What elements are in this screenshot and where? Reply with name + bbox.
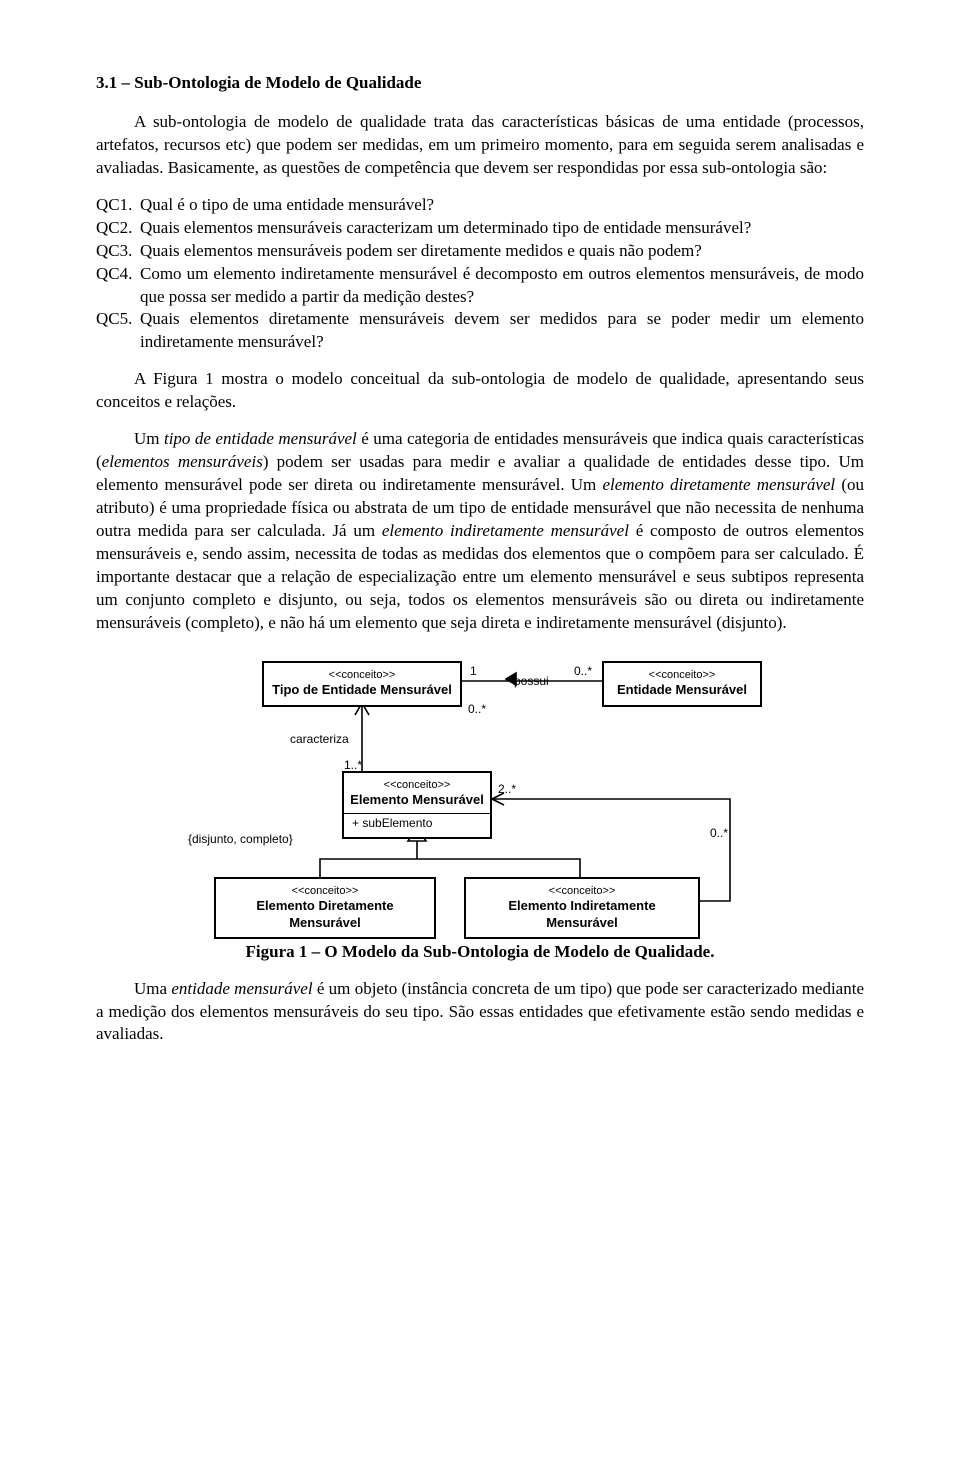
- italic-term: elemento indiretamente mensurável: [382, 521, 629, 540]
- qc-label: QC3.: [96, 240, 140, 263]
- uml-class-eind: <<conceito>>Elemento Indiretamente Mensu…: [464, 877, 700, 939]
- uml-stereotype: <<conceito>>: [350, 779, 484, 793]
- list-item: QC2. Quais elementos mensuráveis caracte…: [96, 217, 864, 240]
- italic-term: tipo de entidade mensurável: [164, 429, 357, 448]
- uml-class-name: Elemento Indiretamente Mensurável: [472, 898, 692, 931]
- uml-class-ent: <<conceito>>Entidade Mensurável: [602, 661, 762, 707]
- uml-class-name: Tipo de Entidade Mensurável: [270, 682, 454, 698]
- paragraph-definitions: Um tipo de entidade mensurável é uma cat…: [96, 428, 864, 634]
- qc-text: Qual é o tipo de uma entidade mensurável…: [140, 194, 864, 217]
- uml-stereotype: <<conceito>>: [222, 885, 428, 899]
- uml-class-edir: <<conceito>>Elemento Diretamente Mensurá…: [214, 877, 436, 939]
- uml-class-diagram: <<conceito>>Tipo de Entidade Mensurável<…: [170, 653, 790, 933]
- uml-label-caracteriza: caracteriza: [290, 731, 349, 747]
- figure-1: <<conceito>>Tipo de Entidade Mensurável<…: [96, 653, 864, 933]
- section-heading: 3.1 – Sub-Ontologia de Modelo de Qualida…: [96, 72, 864, 95]
- uml-stereotype: <<conceito>>: [610, 669, 754, 683]
- uml-label-constraint: {disjunto, completo}: [188, 831, 293, 847]
- uml-class-name: Elemento Mensurável: [350, 792, 484, 808]
- qc-label: QC1.: [96, 194, 140, 217]
- italic-term: elementos mensuráveis: [102, 452, 263, 471]
- list-item: QC4. Como um elemento indiretamente mens…: [96, 263, 864, 309]
- uml-label-possui: possui: [514, 673, 549, 689]
- qc-label: QC4.: [96, 263, 140, 309]
- competency-questions-list: QC1. Qual é o tipo de uma entidade mensu…: [96, 194, 864, 355]
- uml-label-m_one: 1: [470, 663, 477, 679]
- uml-label-m_0s_below: 0..*: [468, 701, 486, 717]
- paragraph-fig-intro: A Figura 1 mostra o modelo conceitual da…: [96, 368, 864, 414]
- paragraph-closing: Uma entidade mensurável é um objeto (ins…: [96, 978, 864, 1047]
- italic-term: elemento diretamente mensurável: [602, 475, 835, 494]
- qc-label: QC5.: [96, 308, 140, 354]
- list-item: QC3. Quais elementos mensuráveis podem s…: [96, 240, 864, 263]
- uml-class-tipo: <<conceito>>Tipo de Entidade Mensurável: [262, 661, 462, 707]
- uml-label-m_1s: 1..*: [344, 757, 362, 773]
- text-run: Um: [134, 429, 164, 448]
- paragraph-intro: A sub-ontologia de modelo de qualidade t…: [96, 111, 864, 180]
- uml-class-elem: <<conceito>>Elemento Mensurável + subElem…: [342, 771, 492, 839]
- qc-text: Quais elementos mensuráveis podem ser di…: [140, 240, 864, 263]
- uml-label-m_0s_self: 0..*: [710, 825, 728, 841]
- qc-text: Como um elemento indiretamente mensuráve…: [140, 263, 864, 309]
- uml-attribute: + subElemento: [344, 813, 490, 831]
- qc-label: QC2.: [96, 217, 140, 240]
- figure-caption: Figura 1 – O Modelo da Sub-Ontologia de …: [96, 941, 864, 964]
- uml-class-name: Elemento Diretamente Mensurável: [222, 898, 428, 931]
- qc-text: Quais elementos mensuráveis caracterizam…: [140, 217, 864, 240]
- list-item: QC1. Qual é o tipo de uma entidade mensu…: [96, 194, 864, 217]
- uml-class-name: Entidade Mensurável: [610, 682, 754, 698]
- italic-term: entidade mensurável: [171, 979, 312, 998]
- qc-text: Quais elementos diretamente mensuráveis …: [140, 308, 864, 354]
- text-run: Uma: [134, 979, 171, 998]
- uml-stereotype: <<conceito>>: [270, 669, 454, 683]
- uml-stereotype: <<conceito>>: [472, 885, 692, 899]
- list-item: QC5. Quais elementos diretamente mensurá…: [96, 308, 864, 354]
- uml-label-m_2s: 2..*: [498, 781, 516, 797]
- uml-label-m_0s_top: 0..*: [574, 663, 592, 679]
